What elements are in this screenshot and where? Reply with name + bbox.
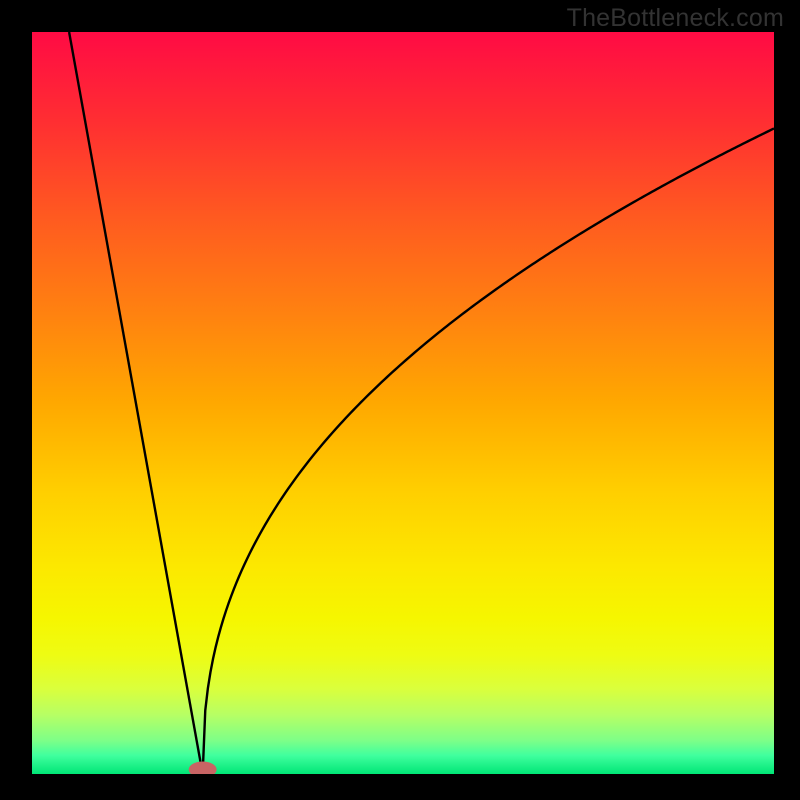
chart-svg [32, 32, 774, 774]
chart-area [32, 32, 774, 774]
gradient-background [32, 32, 774, 774]
watermark-text: TheBottleneck.com [567, 4, 784, 33]
